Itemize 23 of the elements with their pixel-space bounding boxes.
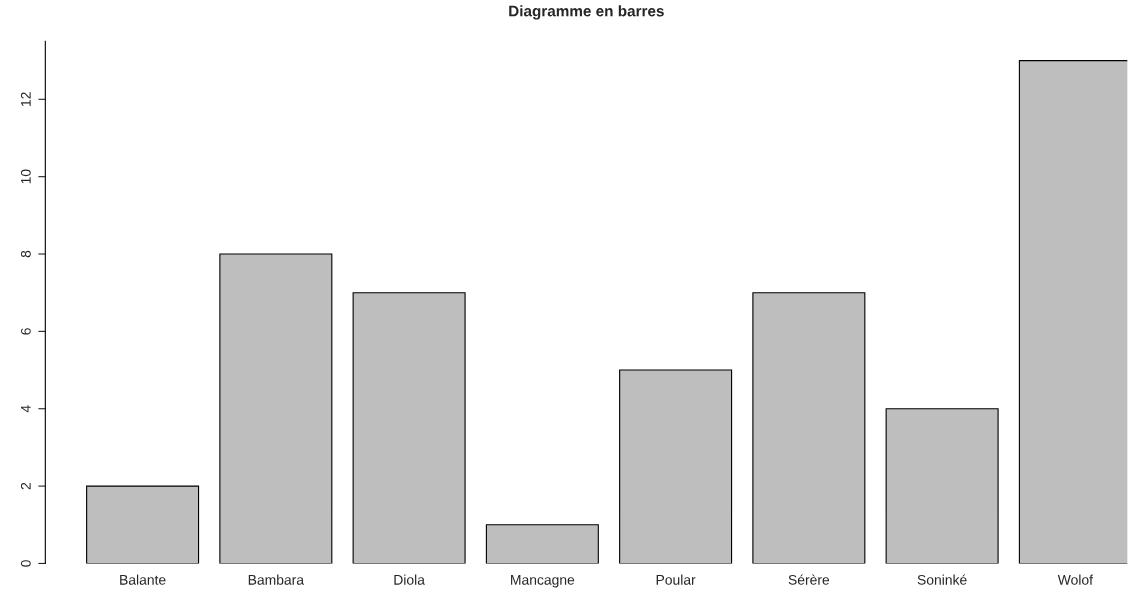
y-tick-label: 6 xyxy=(20,328,31,335)
x-tick-label: Poular xyxy=(656,574,696,585)
bar xyxy=(219,253,333,564)
y-tick-label: 8 xyxy=(20,250,31,258)
bar xyxy=(752,292,866,564)
y-tick-label: 10 xyxy=(20,169,31,184)
y-tick-label: 12 xyxy=(20,92,31,106)
x-tick-label: Diola xyxy=(394,574,425,585)
y-tick-label: 4 xyxy=(21,405,31,413)
x-tick-label: Mancagne xyxy=(511,575,575,588)
bar xyxy=(619,369,733,564)
bar xyxy=(485,524,599,564)
y-tick-label: 0 xyxy=(20,560,31,567)
bar xyxy=(86,485,200,564)
bar xyxy=(885,408,999,564)
x-tick-label: Bambara xyxy=(248,574,305,585)
chart-title: Diagramme en barres xyxy=(509,5,664,20)
y-tick-label: 2 xyxy=(20,482,31,490)
x-tick-label: Sérère xyxy=(788,574,830,585)
x-tick-label: Soninké xyxy=(917,574,967,585)
bar xyxy=(352,292,466,564)
x-tick-label: Wolof xyxy=(1057,574,1094,585)
x-tick-label: Balante xyxy=(120,574,166,585)
